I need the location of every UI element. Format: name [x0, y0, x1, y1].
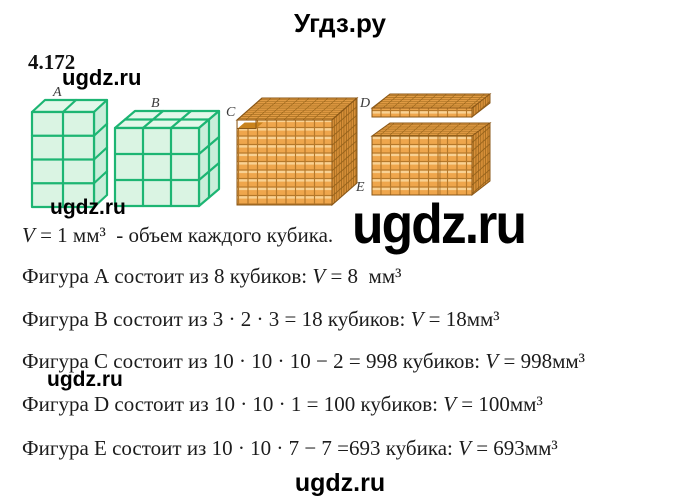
watermark-bottom: ugdz.ru — [294, 469, 386, 497]
line-a-text: Фигура А состоит из 8 кубиков: — [22, 264, 313, 288]
figure-d-slab: D — [359, 92, 492, 119]
line-d-result: = 100мм³ — [456, 392, 543, 416]
solution-line-figure-d: Фигура D состоит из 10 · 10 · 1 = 100 ку… — [22, 392, 543, 417]
figures-illustration: A B — [30, 85, 492, 209]
figure-e-label: E — [355, 180, 365, 195]
intro-text: = 1 мм³ - объем каждого кубика. — [34, 223, 334, 247]
line-e-result: = 693мм³ — [470, 436, 558, 460]
line-a-v: V — [312, 264, 326, 288]
line-c-text: Фигура С состоит из 10 · 10 · 10 − 2 = 9… — [22, 349, 486, 373]
site-title: Угдз.ру — [294, 8, 386, 38]
line-a-result: = 8 мм³ — [325, 264, 402, 288]
solution-line-figure-a: Фигура А состоит из 8 кубиков: V = 8 мм³ — [22, 264, 401, 289]
line-b-v: V — [410, 307, 424, 331]
line-e-text: Фигура E состоит из 10 · 10 · 7 − 7 =693… — [22, 436, 459, 460]
solution-line-figure-b: Фигура В состоит из 3 · 2 · 3 = 18 кубик… — [22, 307, 500, 332]
line-d-text: Фигура D состоит из 10 · 10 · 1 = 100 ку… — [22, 392, 444, 416]
figure-c-label: C — [226, 105, 236, 120]
watermark-lower-left: ugdz.ru — [47, 368, 123, 391]
solution-line-figure-e: Фигура E состоит из 10 · 10 · 7 − 7 =693… — [22, 436, 558, 461]
figure-e-block: E — [355, 122, 492, 197]
solution-intro-line: V = 1 мм³ - объем каждого кубика. — [22, 223, 333, 248]
figure-b-label: B — [151, 96, 160, 111]
line-b-text: Фигура В состоит из 3 · 2 · 3 = 18 кубик… — [22, 307, 411, 331]
figure-a-cuboid: A — [30, 85, 109, 209]
figure-c-cube: C — [226, 96, 359, 207]
watermark-top: ugdz.ru — [62, 65, 142, 90]
solution-line-figure-c: Фигура С состоит из 10 · 10 · 10 − 2 = 9… — [22, 349, 585, 374]
figure-d-label: D — [359, 96, 370, 111]
volume-variable: V — [22, 223, 35, 247]
watermark-large: ugdz.ru — [352, 192, 527, 255]
line-b-result: = 18мм³ — [423, 307, 500, 331]
watermark-mid-left: ugdz.ru — [50, 196, 126, 219]
figure-b-cuboid: B — [113, 96, 221, 208]
line-c-v: V — [485, 349, 499, 373]
figure-a-label: A — [52, 85, 62, 100]
line-d-v: V — [443, 392, 457, 416]
problem-number: 4.172 — [28, 50, 76, 74]
line-e-v: V — [458, 436, 471, 460]
line-c-result: = 998мм³ — [498, 349, 585, 373]
